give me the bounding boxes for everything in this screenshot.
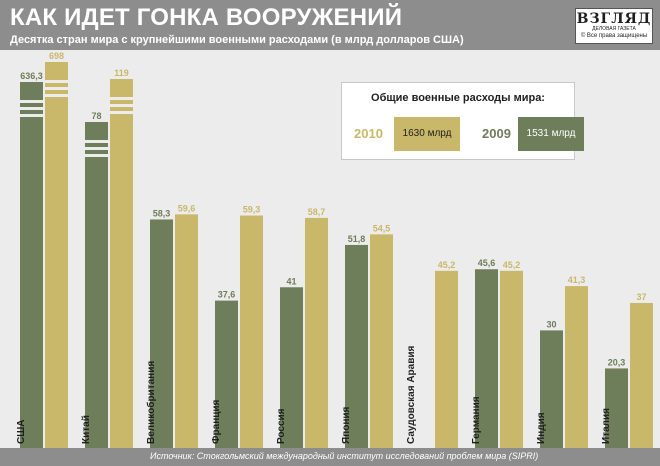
bar-value-label: 78 — [91, 111, 101, 121]
bar-value-label: 59,6 — [178, 203, 196, 213]
scale-break-stripe — [110, 111, 133, 114]
bar-2010-3 — [240, 215, 263, 448]
legend-year-2009: 2009 — [482, 126, 511, 141]
scale-break-stripe — [85, 154, 108, 157]
country-label: Франция — [211, 399, 222, 444]
legend-box-title: Общие военные расходы мира: — [371, 92, 545, 104]
country-label: США — [16, 420, 27, 445]
scale-break-stripe — [110, 104, 133, 107]
bar-2010-5 — [370, 234, 393, 448]
bar-2009-8 — [540, 330, 563, 448]
country-label: Китай — [81, 415, 92, 444]
bar-value-label: 636,3 — [20, 71, 43, 81]
legend-amount-2009: 1531 млрд — [518, 117, 584, 151]
bar-2010-2 — [175, 214, 198, 448]
world-spending-legend-box: Общие военные расходы мира: 2010 1630 мл… — [341, 82, 584, 160]
country-label: Германия — [471, 396, 482, 444]
bar-2010-4 — [305, 217, 328, 448]
bar-2010-9 — [630, 302, 653, 448]
country-label: Италия — [601, 408, 612, 444]
bar-value-label: 59,3 — [243, 205, 261, 215]
bar-value-label: 41 — [286, 276, 296, 286]
bar-value-label: 58,3 — [153, 208, 171, 218]
bar-value-label: 119 — [114, 68, 129, 78]
country-label: Россия — [276, 408, 287, 444]
bar-value-label: 45,6 — [478, 258, 496, 268]
bar-2009-5 — [345, 244, 368, 448]
bar-2010-1 — [110, 79, 133, 448]
bar-value-label: 30 — [546, 319, 556, 329]
bar-2009-7 — [475, 269, 498, 448]
scale-break-stripe — [20, 100, 43, 103]
scale-break-stripe — [85, 140, 108, 143]
page-title: КАК ИДЕТ ГОНКА ВООРУЖЕНИЙ — [10, 4, 403, 31]
bar-2009-0 — [20, 82, 43, 448]
page-subtitle: Десятка стран мира с крупнейшими военным… — [10, 34, 464, 46]
scale-break-stripe — [45, 87, 68, 90]
country-label: Япония — [341, 406, 352, 444]
scale-break-stripe — [110, 97, 133, 100]
scale-break-stripe — [45, 80, 68, 83]
vzglyad-logo: ВЗГЛЯД ДЕЛОВАЯ ГАЗЕТА © Все права защище… — [575, 8, 653, 44]
bar-2009-2 — [150, 219, 173, 448]
bar-value-label: 58,7 — [308, 207, 326, 217]
bar-2010-7 — [500, 270, 523, 448]
bar-2010-6 — [435, 270, 458, 448]
header-bar — [0, 0, 660, 50]
bar-2009-4 — [280, 287, 303, 448]
scale-break-stripe — [45, 94, 68, 97]
scale-break-stripe — [85, 147, 108, 150]
bar-value-label: 698 — [49, 51, 64, 61]
scale-break-stripe — [20, 114, 43, 117]
scale-break-stripe — [20, 107, 43, 110]
bar-value-label: 54,5 — [373, 223, 391, 233]
logo-name: ВЗГЛЯД — [576, 11, 652, 27]
logo-tagline: ДЕЛОВАЯ ГАЗЕТА — [592, 26, 636, 32]
bar-2009-1 — [85, 122, 108, 448]
bar-value-label: 45,2 — [503, 260, 521, 270]
country-label: Великобритания — [145, 361, 157, 444]
bar-2010-8 — [565, 286, 588, 448]
bar-value-label: 20,3 — [608, 357, 626, 367]
bar-2010-0 — [45, 62, 68, 448]
logo-copyright: © Все права защищены — [580, 33, 648, 39]
country-label: Индия — [536, 412, 547, 444]
footer-bar — [0, 448, 660, 466]
bar-value-label: 45,2 — [438, 260, 456, 270]
bar-value-label: 41,3 — [568, 275, 586, 285]
country-label: Саудовская Аравия — [406, 346, 417, 445]
legend-amount-2010: 1630 млрд — [394, 117, 460, 151]
bar-value-label: 37,6 — [218, 290, 236, 300]
source-note: Источник: Стокгольмский международный ин… — [150, 451, 539, 461]
legend-year-2010: 2010 — [354, 126, 383, 141]
bar-value-label: 37 — [636, 292, 646, 302]
bar-value-label: 51,8 — [348, 234, 366, 244]
bar-2009-3 — [215, 300, 238, 448]
bar-2009-9 — [605, 368, 628, 448]
